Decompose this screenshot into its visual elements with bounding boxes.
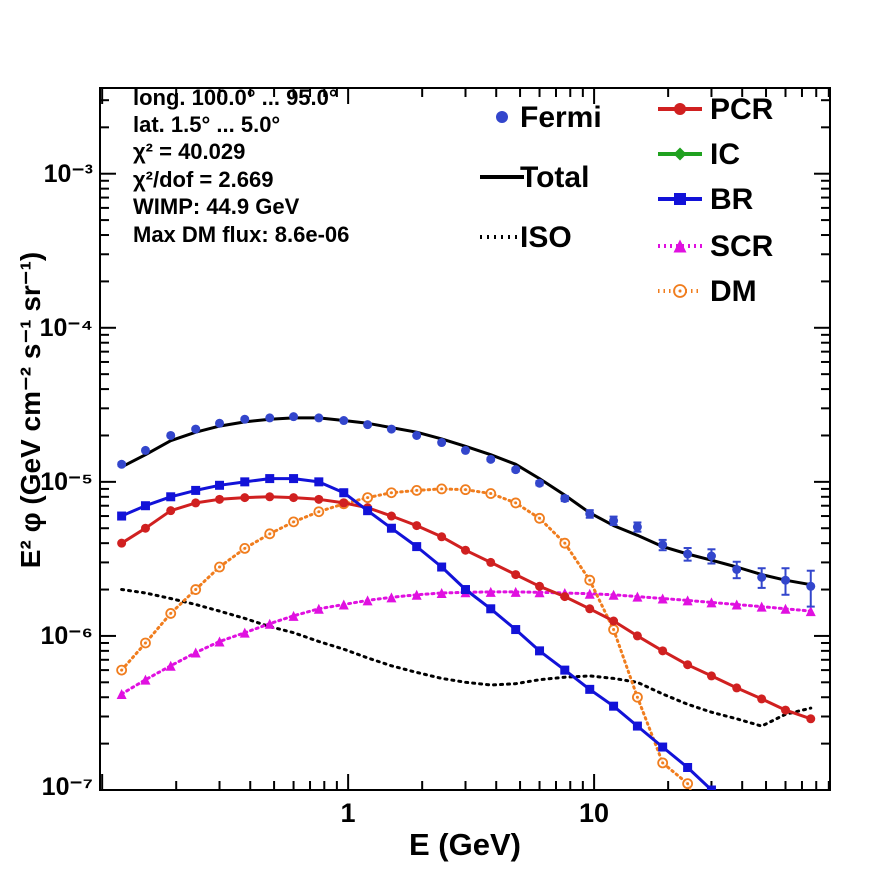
annotation-chi2: χ² = 40.029 [133, 139, 245, 164]
legend-label-total: Total [520, 161, 589, 194]
legend-entry-ic: IC [658, 138, 740, 171]
x-tick-label-1: 1 [340, 798, 355, 828]
x-tick-label-10: 10 [579, 798, 609, 828]
legend-entry-iso: ISO [480, 221, 572, 254]
dm-marker-icon [658, 284, 702, 298]
legend-entry-dm: DM [658, 275, 757, 308]
legend-label-pcr: PCR [710, 93, 774, 126]
axis-ticks [100, 88, 830, 791]
annotation-latitude: lat. 1.5° ... 5.0° [133, 112, 280, 137]
annotation-wimp-mass: WIMP: 44.9 GeV [133, 194, 300, 219]
pcr-marker-icon [658, 103, 702, 115]
legend-entry-total: Total [480, 161, 589, 194]
annotation-max-dm-flux: Max DM flux: 8.6e-06 [133, 222, 349, 247]
fermi-marker-icon [496, 111, 508, 123]
series-dm [116, 483, 694, 790]
legend-label-br: BR [710, 183, 754, 216]
legend-entry-br: BR [658, 183, 754, 216]
y-tick-label-1e-7: 10⁻⁷ [42, 773, 93, 801]
y-tick-label-1e-3: 10⁻³ [44, 160, 93, 188]
legend-entry-scr: SCR [658, 230, 774, 263]
x-axis-label: E (GeV) [409, 827, 521, 862]
legend-label-iso: ISO [520, 221, 572, 254]
series-pcr [117, 492, 816, 724]
y-tick-label-1e-6: 10⁻⁶ [40, 622, 93, 650]
annotation-chi2-dof: χ²/dof = 2.669 [133, 167, 273, 192]
scr-marker-icon [658, 239, 702, 253]
legend-label-ic: IC [710, 138, 740, 171]
y-tick-label-1e-4: 10⁻⁴ [40, 314, 93, 342]
legend-label-scr: SCR [710, 230, 774, 263]
series-scr [116, 586, 816, 699]
br-marker-icon [658, 193, 702, 205]
legend-entry-fermi: Fermi [496, 101, 602, 134]
series-fermi [117, 412, 816, 608]
series-br [117, 474, 716, 790]
legend-entry-pcr: PCR [658, 93, 774, 126]
y-tick-label-1e-5: 10⁻⁵ [40, 468, 93, 496]
annotation-block: long. 100.0° ... 95.0° lat. 1.5° ... 5.0… [133, 85, 349, 247]
legend-label-fermi: Fermi [520, 101, 602, 134]
legend-label-dm: DM [710, 275, 757, 308]
series-iso [120, 588, 813, 728]
series-total [120, 416, 813, 587]
y-axis-label: E² φ (GeV cm⁻² s⁻¹ sr⁻¹) [15, 252, 46, 568]
annotation-longitude: long. 100.0° ... 95.0° [133, 85, 338, 110]
series-layer [116, 412, 816, 790]
ic-marker-icon [658, 147, 702, 161]
